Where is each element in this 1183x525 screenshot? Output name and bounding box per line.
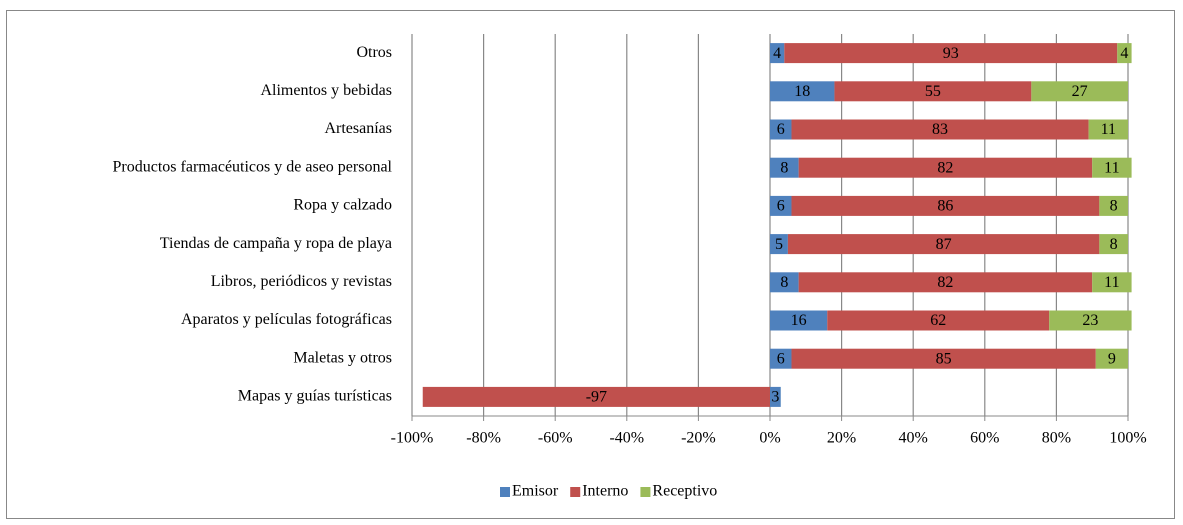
bar-segment	[791, 348, 1096, 369]
x-tick-label: 60%	[970, 430, 999, 447]
bar-segment	[770, 81, 835, 102]
data-label: 87	[936, 236, 952, 253]
data-label: 9	[1108, 350, 1116, 367]
data-label: 11	[1101, 121, 1116, 138]
bar-segment	[798, 157, 1093, 178]
bar-segment	[784, 43, 1118, 64]
data-label: 3	[771, 389, 779, 406]
data-label: 85	[936, 350, 952, 367]
y-tick-label: Productos farmacéuticos y de aseo person…	[113, 158, 393, 175]
bar-segment	[1088, 119, 1128, 140]
bar-segment	[770, 310, 828, 331]
data-label: 16	[791, 312, 807, 329]
data-label: 4	[773, 45, 781, 62]
y-tick-label: Tiendas de campaña y ropa de playa	[160, 235, 392, 252]
x-tick-label: -20%	[681, 430, 716, 447]
y-tick-label: Otros	[356, 44, 392, 61]
x-tick-label: 20%	[827, 430, 856, 447]
bar-segment	[770, 348, 792, 369]
bar-segment	[770, 272, 799, 293]
bar-segment	[798, 272, 1093, 293]
x-tick-label: -80%	[466, 430, 501, 447]
y-tick-label: Alimentos y bebidas	[260, 82, 392, 99]
data-label: -97	[586, 389, 607, 406]
legend-label: Emisor	[512, 483, 559, 500]
bar-segment	[1117, 43, 1132, 64]
x-tick-label: -60%	[538, 430, 573, 447]
bar-segment	[1099, 195, 1128, 216]
x-tick-label: 40%	[899, 430, 928, 447]
legend-label: Receptivo	[652, 483, 717, 500]
legend-swatch	[500, 487, 510, 497]
data-label: 82	[937, 274, 953, 291]
bar-segment	[1031, 81, 1128, 102]
bar-segment	[422, 386, 770, 407]
y-tick-label: Ropa y calzado	[293, 197, 392, 214]
bar-segment	[770, 157, 799, 178]
y-tick-label: Artesanías	[324, 120, 392, 137]
data-label: 55	[925, 83, 941, 100]
bar-segment	[787, 234, 1100, 255]
data-label: 8	[1110, 236, 1118, 253]
data-label: 23	[1082, 312, 1098, 329]
x-tick-label: 0%	[759, 430, 780, 447]
data-label: 83	[932, 121, 948, 138]
data-label: 11	[1104, 159, 1119, 176]
bar-segment	[1092, 157, 1132, 178]
bar-segment	[1099, 234, 1128, 255]
data-label: 86	[937, 198, 953, 215]
bar-segment	[1049, 310, 1132, 331]
bar-segment	[770, 119, 792, 140]
x-tick-label: 80%	[1042, 430, 1071, 447]
x-tick-label: -40%	[609, 430, 644, 447]
legend-label: Interno	[582, 483, 628, 500]
y-tick-label: Libros, periódicos y revistas	[211, 273, 392, 290]
y-tick-label: Aparatos y películas fotográficas	[181, 311, 392, 328]
data-label: 8	[1110, 198, 1118, 215]
bar-segment	[770, 234, 788, 255]
legend-swatch	[570, 487, 581, 497]
data-label: 8	[780, 159, 788, 176]
data-label: 4	[1120, 45, 1128, 62]
data-label: 62	[930, 312, 946, 329]
bar-segment	[834, 81, 1032, 102]
x-tick-label: 100%	[1109, 430, 1146, 447]
data-label: 82	[937, 159, 953, 176]
data-label: 5	[775, 236, 783, 253]
bar-segment	[770, 386, 781, 407]
bar-segment	[1092, 272, 1132, 293]
bar-segment	[770, 195, 792, 216]
data-label: 6	[777, 350, 785, 367]
data-label: 18	[794, 83, 810, 100]
bar-segment	[770, 43, 785, 64]
data-label: 8	[780, 274, 788, 291]
y-tick-label: Mapas y guías turísticas	[238, 388, 392, 405]
data-label: 6	[777, 198, 785, 215]
bar-segment	[791, 195, 1100, 216]
legend-swatch	[640, 487, 651, 497]
data-label: 6	[777, 121, 785, 138]
bar-segment	[827, 310, 1050, 331]
data-label: 93	[943, 45, 959, 62]
y-tick-label: Maletas y otros	[293, 349, 392, 366]
x-tick-label: -100%	[391, 430, 434, 447]
bar-segment	[1095, 348, 1128, 369]
data-label: 11	[1104, 274, 1119, 291]
data-label: 27	[1072, 83, 1088, 100]
bar-segment	[791, 119, 1089, 140]
